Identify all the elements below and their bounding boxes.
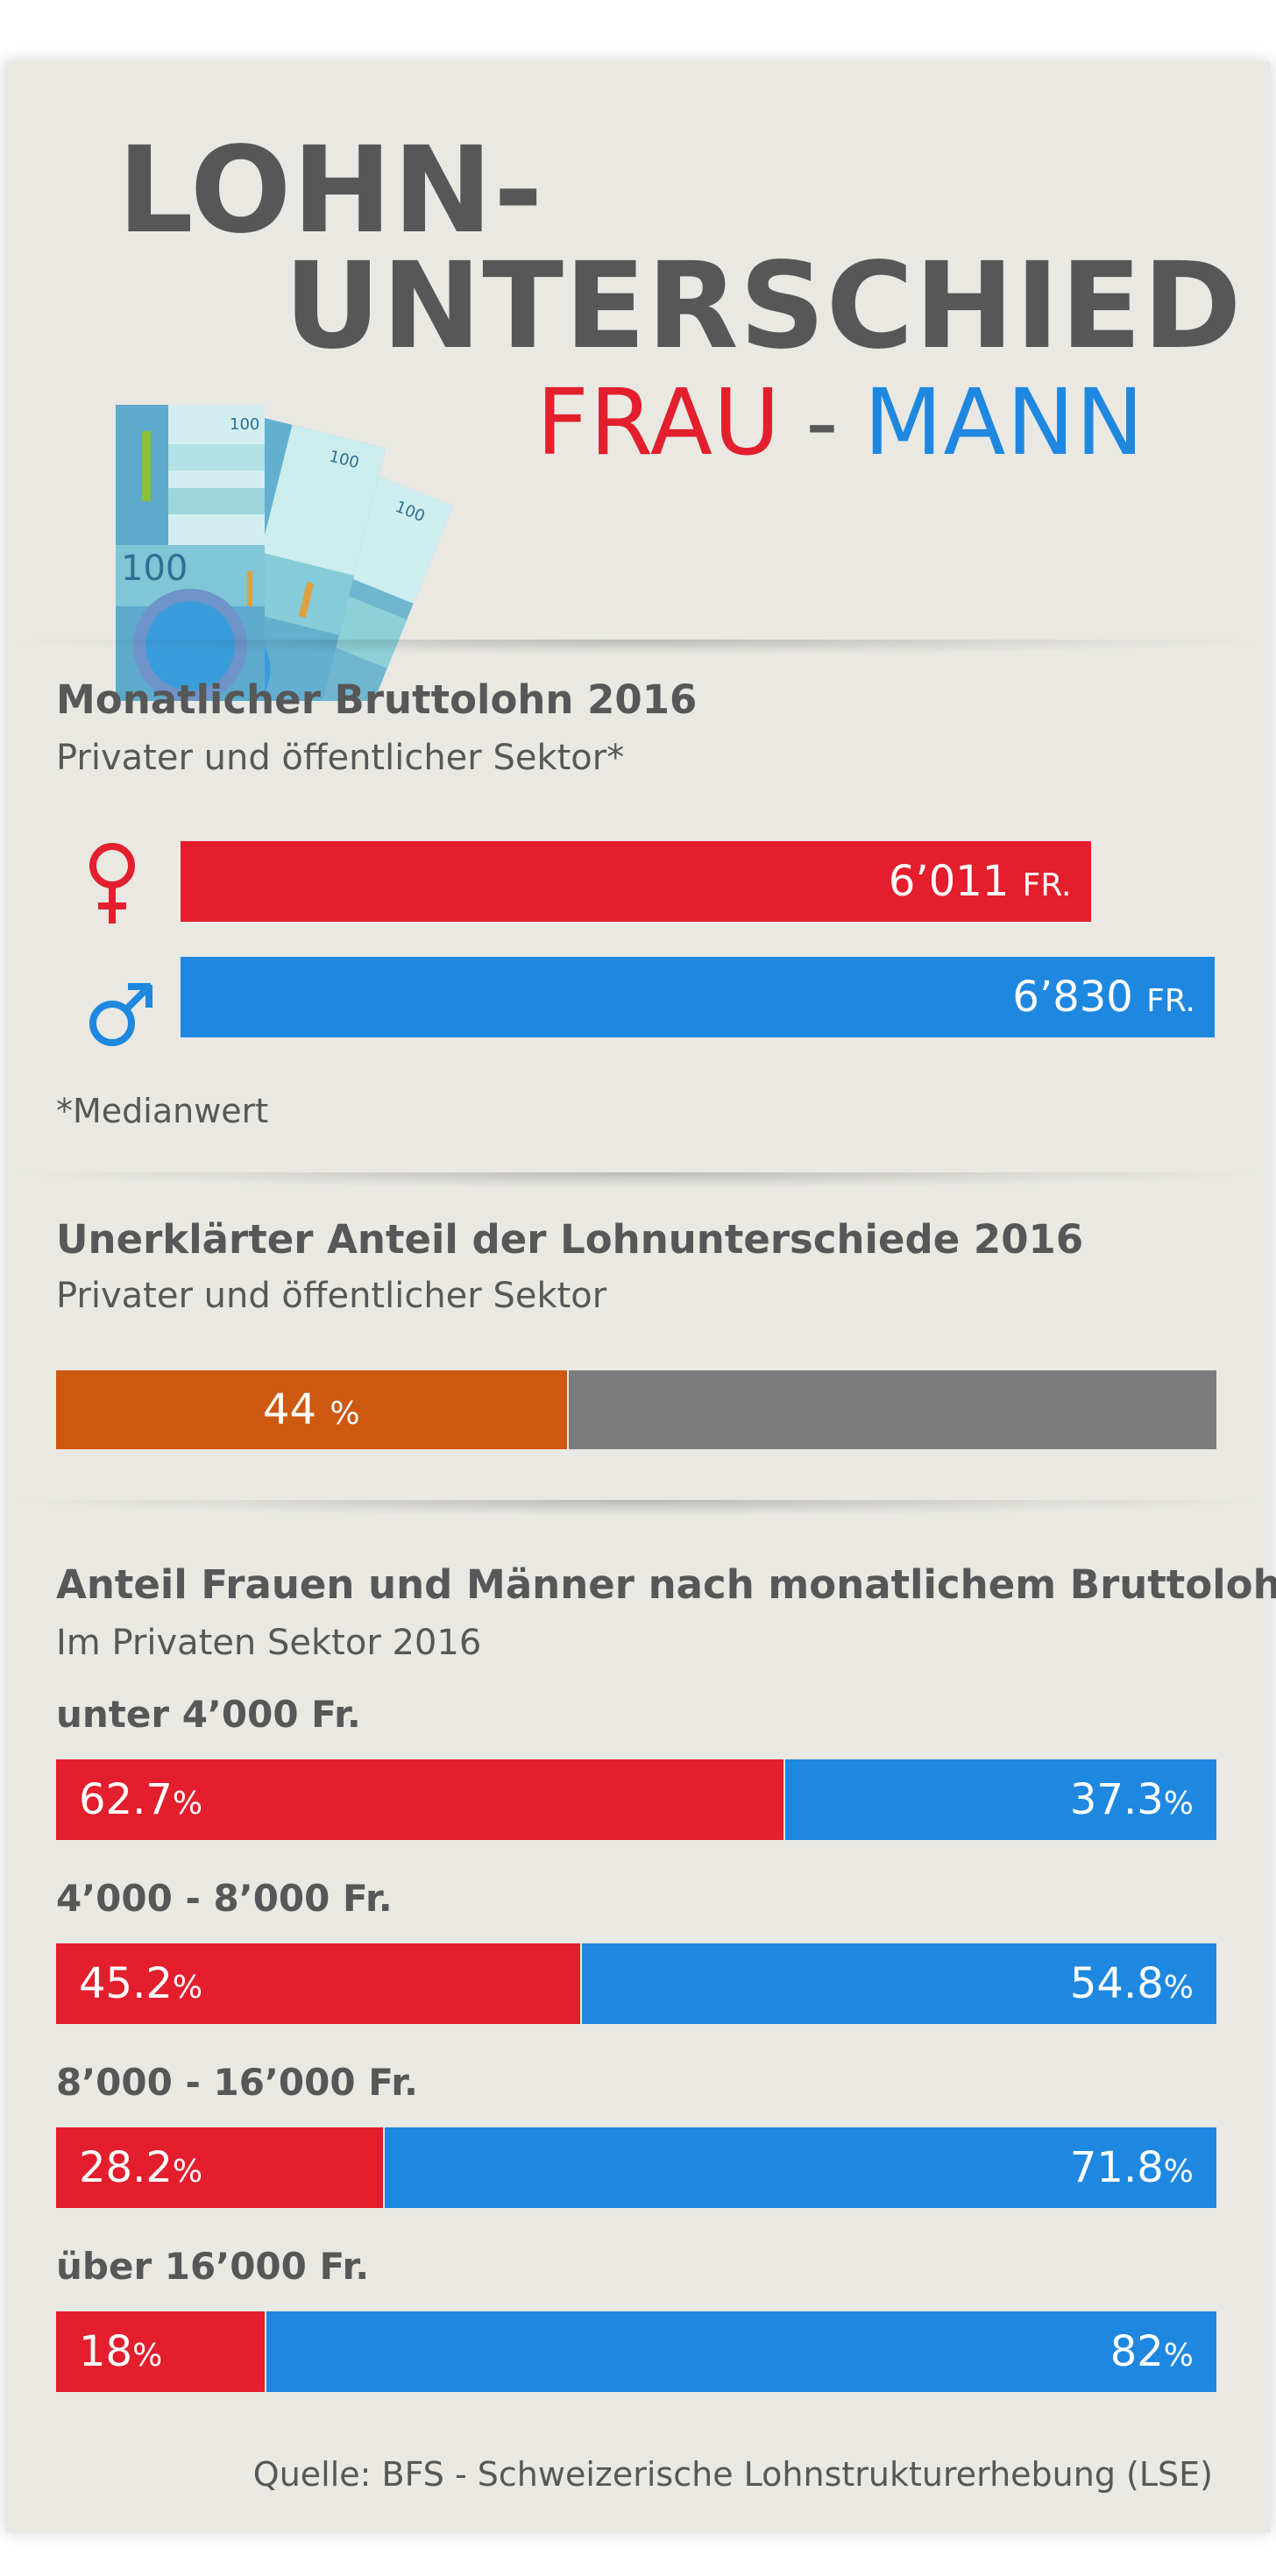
share-value-male: 54.8 bbox=[1069, 1959, 1164, 2008]
share-bar-male: 54.8% bbox=[582, 1943, 1216, 2024]
banknote-denomination-small: 100 bbox=[230, 415, 259, 434]
share-label-female: 62.7% bbox=[79, 1759, 202, 1844]
share-label-male: 71.8% bbox=[1070, 2127, 1194, 2212]
title-line-2: UNTERSCHIED bbox=[284, 237, 1243, 376]
share-label-male: 54.8% bbox=[1070, 1943, 1194, 2028]
share-unit: % bbox=[132, 2338, 163, 2374]
title-line-3: FRAU - MANN bbox=[536, 377, 1145, 468]
share-value-female: 62.7 bbox=[79, 1775, 173, 1824]
section1-title: Monatlicher Bruttolohn 2016 bbox=[56, 676, 698, 723]
share-unit: % bbox=[1163, 2154, 1194, 2190]
unexplained-share-unit: % bbox=[330, 1396, 360, 1432]
banknote-denomination-large: 100 bbox=[121, 548, 188, 589]
share-unit: % bbox=[1163, 2338, 1194, 2374]
share-bar-female: 28.2% bbox=[56, 2127, 384, 2208]
salary-value-male: 6’830 bbox=[1012, 973, 1133, 1022]
share-bar-male: 71.8% bbox=[385, 2127, 1216, 2208]
section3-subtitle: Im Privaten Sektor 2016 bbox=[56, 1623, 482, 1663]
venus-symbol-icon bbox=[89, 843, 135, 924]
explained-share-bar bbox=[568, 1370, 1216, 1449]
section3-title: Anteil Frauen und Männer nach monatliche… bbox=[56, 1561, 1276, 1608]
banknotes-illustration: 100 )0 100 00 bbox=[116, 405, 453, 701]
share-label-male: 37.3% bbox=[1070, 1759, 1194, 1844]
share-value-male: 71.8 bbox=[1069, 2143, 1164, 2192]
salary-unit-male: FR. bbox=[1146, 983, 1195, 1019]
share-label-male: 82% bbox=[1110, 2311, 1194, 2396]
share-value-female: 28.2 bbox=[79, 2143, 173, 2192]
category-label: 4’000 - 8’000 Fr. bbox=[56, 1877, 393, 1920]
divider bbox=[5, 640, 1271, 655]
share-unit: % bbox=[1163, 1970, 1194, 2006]
infographic-card: 100 )0 100 00 bbox=[5, 61, 1276, 2532]
salary-label-female: 6’011 FR. bbox=[889, 841, 1072, 926]
share-value-female: 18 bbox=[79, 2327, 133, 2376]
share-value-male: 82 bbox=[1109, 2327, 1164, 2376]
share-bar-female: 45.2% bbox=[56, 1943, 581, 2024]
share-unit: % bbox=[172, 1970, 203, 2006]
unexplained-share-value: 44 bbox=[262, 1385, 317, 1434]
frau-word: FRAU bbox=[536, 369, 782, 476]
unexplained-share-bar: 44 % bbox=[56, 1370, 567, 1449]
category-label: über 16’000 Fr. bbox=[56, 2245, 370, 2288]
category-label: unter 4’000 Fr. bbox=[56, 1693, 361, 1736]
share-bar-male: 82% bbox=[266, 2311, 1216, 2392]
title-separator: - bbox=[805, 369, 840, 476]
share-label-female: 45.2% bbox=[79, 1943, 202, 2028]
median-note: *Medianwert bbox=[56, 1092, 269, 1130]
title-line-1: LOHN- bbox=[117, 122, 544, 260]
salary-unit-female: FR. bbox=[1022, 867, 1072, 903]
share-unit: % bbox=[1163, 1786, 1194, 1822]
salary-label-male: 6’830 FR. bbox=[1012, 957, 1195, 1042]
category-label: 8’000 - 16’000 Fr. bbox=[56, 2061, 418, 2104]
unexplained-share-label: 44 % bbox=[56, 1370, 567, 1454]
divider bbox=[5, 1500, 1271, 1516]
share-value-male: 37.3 bbox=[1069, 1775, 1164, 1824]
salary-value-female: 6’011 bbox=[888, 857, 1010, 906]
share-bar-male: 37.3% bbox=[785, 1759, 1216, 1840]
share-label-female: 28.2% bbox=[79, 2127, 202, 2212]
divider bbox=[5, 1172, 1271, 1188]
share-bar-female: 62.7% bbox=[56, 1759, 784, 1840]
salary-bar-male: 6’830 FR. bbox=[181, 957, 1215, 1037]
share-value-female: 45.2 bbox=[79, 1959, 173, 2008]
share-unit: % bbox=[172, 2154, 203, 2190]
mars-symbol-icon bbox=[89, 983, 152, 1046]
section1-subtitle: Privater und öffentlicher Sektor* bbox=[56, 738, 625, 778]
mann-word: MANN bbox=[863, 369, 1145, 476]
source-note: Quelle: BFS - Schweizerische Lohnstruktu… bbox=[252, 2455, 1213, 2494]
share-bar-female: 18% bbox=[56, 2311, 266, 2392]
section2-title: Unerklärter Anteil der Lohnunterschiede … bbox=[56, 1216, 1084, 1263]
share-unit: % bbox=[172, 1786, 203, 1822]
share-label-female: 18% bbox=[79, 2311, 162, 2396]
section2-subtitle: Privater und öffentlicher Sektor bbox=[56, 1276, 607, 1316]
salary-bar-female: 6’011 FR. bbox=[181, 841, 1091, 922]
